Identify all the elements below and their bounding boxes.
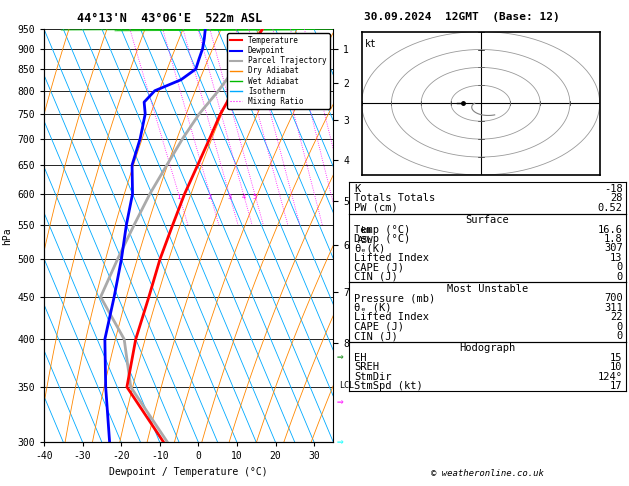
Text: θₑ(K): θₑ(K) [354,243,386,254]
Text: 1.8: 1.8 [604,234,623,244]
Text: StmSpd (kt): StmSpd (kt) [354,381,423,391]
Text: 1: 1 [177,194,181,200]
Y-axis label: km
ASL: km ASL [358,226,373,245]
Text: 0: 0 [616,262,623,273]
Text: EH: EH [354,353,367,363]
Text: CIN (J): CIN (J) [354,331,398,341]
Text: ⇒: ⇒ [337,437,343,447]
Text: 15: 15 [610,353,623,363]
Text: -18: -18 [604,184,623,194]
Text: Pressure (mb): Pressure (mb) [354,294,435,303]
Text: 17: 17 [610,381,623,391]
Text: PW (cm): PW (cm) [354,203,398,213]
Text: Lifted Index: Lifted Index [354,253,429,263]
Text: CAPE (J): CAPE (J) [354,262,404,273]
Text: ⇒: ⇒ [337,398,343,407]
Text: 700: 700 [604,294,623,303]
Text: 307: 307 [604,243,623,254]
X-axis label: Dewpoint / Temperature (°C): Dewpoint / Temperature (°C) [109,467,268,477]
Text: 0: 0 [616,331,623,341]
Text: StmDir: StmDir [354,371,392,382]
Text: Dewp (°C): Dewp (°C) [354,234,410,244]
Text: Temp (°C): Temp (°C) [354,225,410,235]
Text: 3: 3 [227,194,231,200]
Text: 44°13'N  43°06'E  522m ASL: 44°13'N 43°06'E 522m ASL [77,12,262,25]
Legend: Temperature, Dewpoint, Parcel Trajectory, Dry Adiabat, Wet Adiabat, Isotherm, Mi: Temperature, Dewpoint, Parcel Trajectory… [227,33,330,109]
Text: © weatheronline.co.uk: © weatheronline.co.uk [431,469,544,478]
Text: Totals Totals: Totals Totals [354,193,435,203]
Text: 5: 5 [253,194,257,200]
Text: 124°: 124° [598,371,623,382]
Text: 0: 0 [616,272,623,282]
Text: 16.6: 16.6 [598,225,623,235]
Text: 13: 13 [610,253,623,263]
Text: 28: 28 [610,193,623,203]
Text: 4: 4 [242,194,245,200]
Text: CAPE (J): CAPE (J) [354,322,404,332]
Text: CIN (J): CIN (J) [354,272,398,282]
Text: ⇒: ⇒ [337,352,343,363]
Text: 0: 0 [616,322,623,332]
Text: Hodograph: Hodograph [459,343,516,353]
Text: 30.09.2024  12GMT  (Base: 12): 30.09.2024 12GMT (Base: 12) [364,12,560,22]
Text: Surface: Surface [465,215,509,225]
Text: 2: 2 [208,194,212,200]
Text: 0.52: 0.52 [598,203,623,213]
Text: kt: kt [365,39,376,49]
Text: K: K [354,184,360,194]
Text: SREH: SREH [354,362,379,372]
Text: LCL: LCL [339,381,354,390]
Text: 22: 22 [610,312,623,322]
Y-axis label: hPa: hPa [2,227,12,244]
Text: θₑ (K): θₑ (K) [354,303,392,313]
Text: 311: 311 [604,303,623,313]
Text: Lifted Index: Lifted Index [354,312,429,322]
Text: 10: 10 [610,362,623,372]
Text: Most Unstable: Most Unstable [447,284,528,294]
